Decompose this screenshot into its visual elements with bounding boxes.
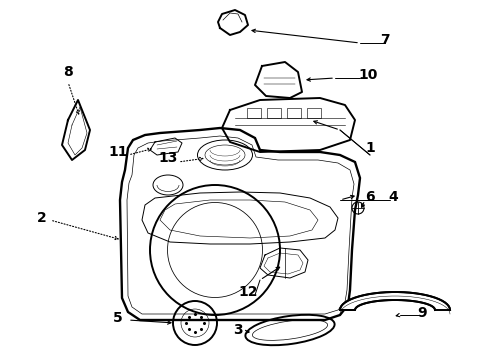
- Bar: [267, 108, 281, 118]
- Text: 13: 13: [158, 151, 178, 165]
- Text: 3: 3: [233, 323, 243, 337]
- Text: 2: 2: [37, 211, 47, 225]
- Text: 11: 11: [108, 145, 128, 159]
- Text: 4: 4: [388, 190, 398, 204]
- Bar: [307, 108, 321, 118]
- Text: 12: 12: [238, 285, 258, 299]
- Polygon shape: [340, 292, 450, 310]
- Text: 7: 7: [380, 33, 390, 47]
- Text: 1: 1: [365, 141, 375, 155]
- Text: 10: 10: [358, 68, 378, 82]
- Text: 8: 8: [63, 65, 73, 79]
- Bar: [287, 108, 301, 118]
- Text: 6: 6: [365, 190, 375, 204]
- Text: 5: 5: [113, 311, 123, 325]
- Bar: [247, 108, 261, 118]
- Text: 9: 9: [417, 306, 427, 320]
